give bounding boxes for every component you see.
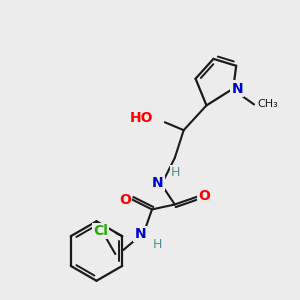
Text: O: O [119, 193, 131, 206]
Text: N: N [231, 82, 243, 96]
Text: O: O [199, 189, 210, 202]
Text: CH₃: CH₃ [257, 99, 278, 110]
Text: Cl: Cl [93, 224, 108, 238]
Text: H: H [153, 238, 163, 250]
Text: N: N [134, 227, 146, 241]
Text: HO: HO [130, 111, 153, 125]
Text: N: N [152, 176, 164, 190]
Text: H: H [171, 166, 180, 179]
